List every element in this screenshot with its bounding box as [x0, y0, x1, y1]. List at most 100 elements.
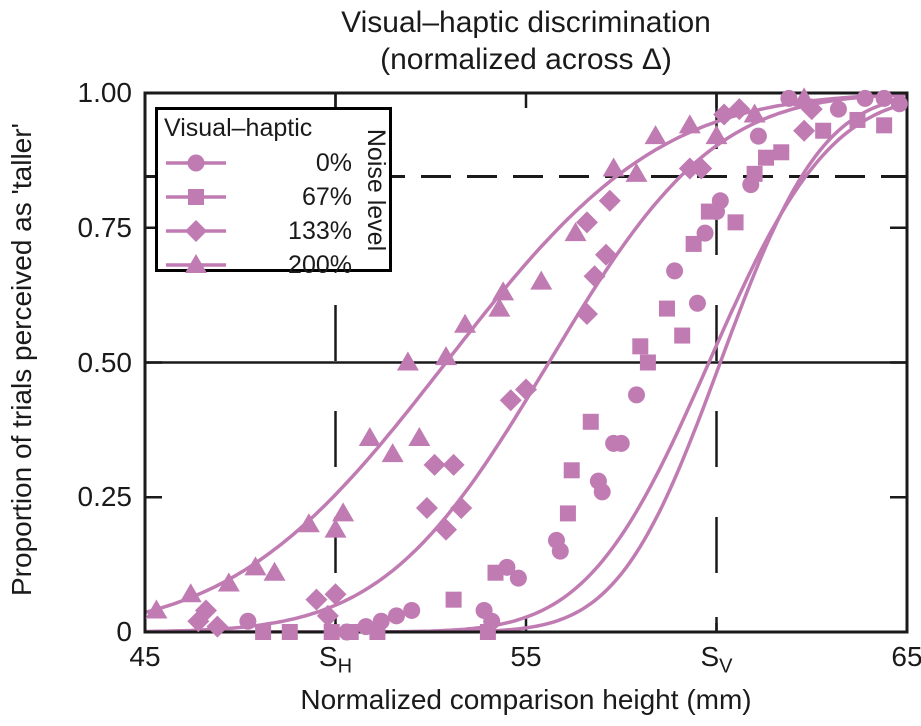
square-marker	[323, 624, 340, 640]
square-marker	[815, 122, 832, 139]
triangle-marker	[743, 103, 766, 123]
chart-title-line1: Visual–haptic discrimination	[341, 6, 711, 39]
triangle-marker	[488, 297, 511, 317]
triangle-marker	[793, 87, 816, 107]
triangle-marker	[625, 162, 648, 182]
square-marker	[773, 144, 790, 161]
legend-noise-level-label: Noise level	[362, 128, 390, 251]
square-marker	[281, 624, 298, 640]
square-marker	[727, 214, 744, 231]
x-tick-label: 45	[129, 641, 161, 672]
triangle-marker	[179, 583, 202, 603]
chart-title-line2: (normalized across Δ)	[380, 43, 672, 76]
square-marker	[342, 624, 359, 640]
diamond-marker	[450, 497, 473, 520]
square-marker	[255, 624, 272, 640]
y-tick-label: 0.75	[77, 211, 133, 243]
diamond-marker	[678, 157, 701, 180]
diamond-marker	[595, 243, 618, 266]
circle-marker	[875, 89, 893, 107]
circle-marker	[239, 612, 257, 630]
circle-marker	[829, 100, 847, 118]
diamond-marker	[583, 265, 606, 288]
square-marker	[487, 564, 504, 581]
legend-items: 0% 67% 133% 200%	[164, 146, 354, 282]
square-marker	[582, 413, 599, 430]
diamond-marker	[598, 189, 621, 212]
triangle-marker	[434, 346, 457, 366]
triangle-marker	[644, 125, 667, 145]
legend-item-0pct: 0%	[164, 146, 354, 180]
triangle-marker	[492, 281, 515, 301]
y-tick-label: 0.50	[77, 346, 133, 378]
diamond-marker	[316, 604, 339, 627]
circle-marker	[387, 607, 405, 625]
circle-marker	[509, 569, 527, 587]
circle-marker	[890, 95, 908, 113]
diamond-marker	[793, 119, 816, 142]
triangle-marker	[145, 599, 168, 619]
x-tick-label: 65	[891, 641, 921, 672]
diamond-marker	[442, 453, 465, 476]
diamond-marker	[324, 583, 347, 606]
diamond-marker	[728, 98, 751, 121]
square-marker	[674, 327, 691, 344]
diamond-marker	[515, 378, 537, 401]
plot-border	[143, 91, 909, 634]
triangle-marker	[564, 222, 587, 242]
triangle-marker	[297, 513, 320, 533]
diamond-marker	[206, 615, 229, 638]
diamond-legend-marker	[185, 220, 207, 242]
circle-legend-marker	[187, 154, 205, 172]
legend-label: 200%	[288, 250, 352, 279]
psychometric-curve-200pct	[145, 93, 907, 615]
square-marker	[479, 624, 496, 640]
triangle-legend-icon	[166, 254, 226, 273]
series-points-133pct	[187, 98, 823, 638]
triangle-marker	[358, 426, 381, 446]
square-marker	[876, 117, 893, 134]
curves-group	[145, 93, 907, 632]
diamond-marker	[575, 211, 598, 234]
legend-label: 133%	[288, 216, 352, 245]
square-marker	[700, 203, 717, 220]
triangle-marker	[530, 270, 553, 290]
y-tick-label: 0.25	[77, 481, 133, 513]
square-marker	[658, 300, 675, 317]
legend-box: Visual–haptic Noise level 0% 67% 133% 200%	[155, 107, 392, 279]
diamond-marker	[434, 518, 457, 541]
circle-marker	[403, 601, 421, 619]
triangle-marker	[602, 157, 625, 177]
diamond-marker	[415, 497, 438, 520]
square-marker	[559, 505, 576, 522]
triangle-legend-marker	[185, 254, 207, 273]
diamond-marker	[690, 157, 713, 180]
triangle-marker	[263, 561, 286, 581]
circle-marker	[688, 294, 706, 312]
triangle-marker	[705, 125, 728, 145]
legend-label: 0%	[315, 148, 352, 177]
series-points-200pct	[145, 87, 816, 619]
square-marker	[849, 111, 866, 128]
square-marker	[369, 624, 386, 640]
diamond-marker	[499, 389, 522, 412]
circle-marker	[856, 89, 874, 107]
triangle-marker	[381, 443, 404, 463]
triangle-marker	[217, 572, 240, 592]
diamond-marker	[575, 302, 598, 325]
triangle-marker	[408, 426, 431, 446]
square-marker	[758, 149, 775, 166]
x-tick-label: SV	[700, 641, 733, 678]
data-points-group	[145, 87, 908, 641]
legend-item-200pct: 200%	[164, 248, 354, 282]
square-legend-icon	[166, 189, 226, 205]
x-tick-label: 55	[510, 641, 542, 672]
square-marker	[445, 591, 462, 608]
square-marker	[632, 338, 649, 355]
triangle-marker	[332, 502, 355, 522]
circle-marker	[666, 262, 684, 280]
square-marker	[563, 462, 580, 479]
diamond-legend-icon	[166, 220, 226, 242]
